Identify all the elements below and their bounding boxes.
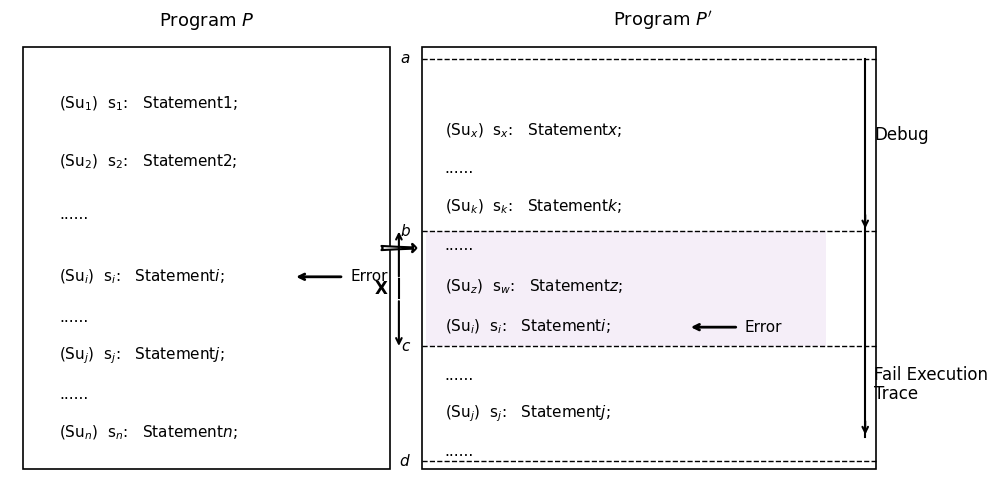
- Text: (Su$_x$)  s$_x$:   Statement$x$;: (Su$_x$) s$_x$: Statement$x$;: [445, 122, 622, 140]
- Text: (Su$_n$)  s$_n$:   Statement$n$;: (Su$_n$) s$_n$: Statement$n$;: [59, 424, 238, 442]
- FancyBboxPatch shape: [23, 47, 390, 469]
- Text: Program $P'$: Program $P'$: [613, 9, 713, 32]
- Text: $b$: $b$: [400, 223, 411, 239]
- Text: ......: ......: [445, 444, 474, 460]
- Text: (Su$_2$)  s$_2$:   Statement2;: (Su$_2$) s$_2$: Statement2;: [59, 153, 237, 171]
- Text: Error: Error: [350, 269, 388, 284]
- Text: Error: Error: [745, 320, 782, 335]
- Text: Trace: Trace: [874, 385, 919, 403]
- Text: ......: ......: [59, 387, 88, 402]
- Text: ......: ......: [445, 238, 474, 253]
- Text: $d$: $d$: [399, 454, 411, 469]
- Text: $a$: $a$: [400, 51, 411, 66]
- Text: (Su$_j$)  s$_j$:   Statement$j$;: (Su$_j$) s$_j$: Statement$j$;: [445, 403, 610, 424]
- FancyBboxPatch shape: [426, 231, 826, 346]
- Text: (Su$_z$)  s$_w$:   Statement$z$;: (Su$_z$) s$_w$: Statement$z$;: [445, 277, 623, 296]
- Text: Debug: Debug: [874, 126, 929, 144]
- Text: ......: ......: [445, 368, 474, 383]
- Text: (Su$_i$)  s$_i$:   Statement$i$;: (Su$_i$) s$_i$: Statement$i$;: [59, 268, 225, 286]
- Text: ......: ......: [59, 207, 88, 222]
- Text: (Su$_1$)  s$_1$:   Statement1;: (Su$_1$) s$_1$: Statement1;: [59, 95, 238, 113]
- Text: ......: ......: [59, 310, 88, 325]
- Text: (Su$_i$)  s$_i$:   Statement$i$;: (Su$_i$) s$_i$: Statement$i$;: [445, 318, 610, 337]
- Text: Fail Execution: Fail Execution: [874, 366, 988, 384]
- Text: X: X: [375, 280, 388, 298]
- Text: $c$: $c$: [401, 339, 411, 354]
- Text: (Su$_j$)  s$_j$:   Statement$j$;: (Su$_j$) s$_j$: Statement$j$;: [59, 346, 225, 366]
- Text: ......: ......: [445, 161, 474, 177]
- Text: (Su$_k$)  s$_k$:   Statement$k$;: (Su$_k$) s$_k$: Statement$k$;: [445, 198, 621, 216]
- FancyBboxPatch shape: [422, 47, 876, 469]
- Text: Program $P$: Program $P$: [159, 11, 254, 32]
